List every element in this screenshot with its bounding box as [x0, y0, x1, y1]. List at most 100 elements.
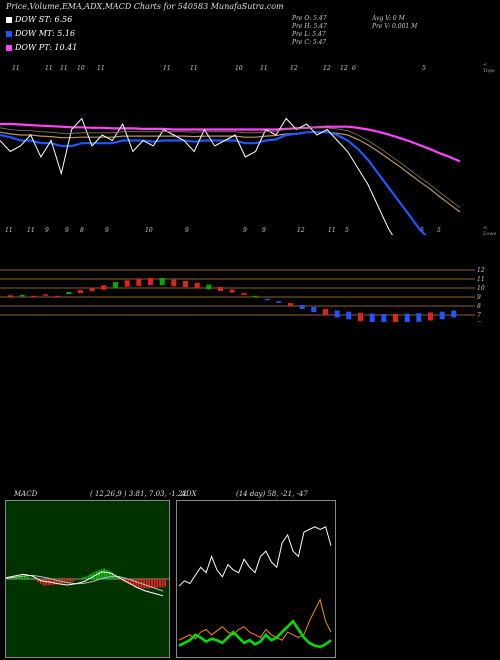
- volume-tick-label: 10: [477, 285, 485, 292]
- bottom-tick-label: 9: [185, 227, 189, 234]
- volume-bar: [101, 285, 107, 290]
- bottom-tick-label: 9: [45, 227, 49, 234]
- macd-histogram-bar: [66, 579, 69, 584]
- top-tick-label: 11: [45, 65, 53, 72]
- macd-histogram-bar: [31, 579, 34, 580]
- price-ema-chart: 11 11 11 10 11 11 11 10 11 12 12 12 6 5 11 11 9 9 8 9 10 9 9 9 1…: [0, 65, 461, 235]
- volume-bar: [439, 311, 445, 320]
- chart-title: Price,Volume,EMA,ADX,MACD Charts for 540…: [6, 2, 284, 11]
- volume-bar: [206, 284, 212, 290]
- volume-bar: [334, 310, 340, 318]
- stat-close: Pre C: 5.47: [292, 39, 327, 46]
- macd-histogram-bar: [145, 579, 148, 589]
- macd-histogram-bar: [161, 579, 164, 587]
- volume-bar: [428, 312, 433, 321]
- volume-bar: [288, 303, 293, 306]
- stat-avg-volume: Avg V: 0 M: [372, 15, 405, 22]
- stat-high: Pre H: 5.47: [292, 23, 327, 30]
- macd-histogram-bar: [119, 579, 122, 580]
- top-tick-label: 12: [323, 65, 331, 72]
- volume-bar: [358, 312, 363, 322]
- top-tick-label: 11: [260, 65, 268, 72]
- volume-bar: [124, 280, 130, 287]
- stat-volume: Pre V: 0.001 M: [372, 23, 418, 30]
- volume-bar: [54, 295, 60, 298]
- macd-histogram-bar: [137, 579, 140, 588]
- top-tick-label: 11: [190, 65, 198, 72]
- tops-label: < Tops: [483, 62, 495, 74]
- macd-histogram-bar: [45, 579, 47, 586]
- macd-histogram-bar: [87, 575, 90, 579]
- macd-line: [6, 571, 164, 597]
- top-tick-label: 12: [290, 65, 298, 72]
- volume-bar: [183, 280, 188, 288]
- top-tick-label: 11: [60, 65, 68, 72]
- volume-bar: [78, 290, 83, 293]
- macd-histogram-bar: [82, 577, 84, 579]
- macd-histogram-bar: [42, 579, 45, 586]
- macd-histogram-bar: [98, 570, 100, 579]
- volume-bar: [159, 277, 165, 286]
- macd-histogram-bar: [55, 579, 58, 585]
- volume-bar: [19, 294, 25, 297]
- macd-histogram-bar: [21, 576, 24, 579]
- adx-series-di: [178, 598, 332, 641]
- volume-bar: [404, 313, 410, 322]
- volume-bar: [393, 314, 398, 322]
- bottom-tick-label: 9: [262, 227, 266, 234]
- top-tick-label: 11: [163, 65, 171, 72]
- bottom-tick-label: 11: [27, 227, 35, 234]
- legend-dow-st: DOW ST: 6.56: [6, 15, 72, 24]
- bottom-tick-label: 8: [80, 227, 84, 234]
- macd-histogram-bar: [74, 579, 77, 581]
- macd-histogram-bar: [129, 579, 132, 585]
- volume-bar: [241, 293, 247, 295]
- top-tick-label: 5: [422, 65, 426, 72]
- bottom-tick-label: 11: [5, 227, 13, 234]
- macd-histogram-bar: [37, 579, 39, 582]
- macd-panel: [5, 500, 170, 658]
- macd-histogram-bar: [79, 578, 82, 580]
- top-tick-label: 11: [97, 65, 105, 72]
- volume-bar: [381, 314, 387, 322]
- bottom-tick-label: 9: [105, 227, 109, 234]
- volume-tick-label: 6: [477, 321, 481, 322]
- volume-bar: [89, 287, 95, 292]
- macd-histogram-bar: [153, 579, 156, 588]
- macd-histogram-bar: [18, 576, 21, 579]
- macd-histogram-bar: [148, 579, 151, 589]
- legend-dow-pt-label: DOW PT: 10.41: [15, 43, 78, 52]
- volume-bar: [148, 277, 153, 286]
- stat-low: Pre L: 5.47: [292, 31, 326, 38]
- series-price: [0, 117, 394, 235]
- lows-label: < Lows: [483, 225, 497, 237]
- macd-label: MACD: [14, 490, 38, 498]
- legend-swatch-blue: [6, 31, 12, 37]
- legend-dow-pt: DOW PT: 10.41: [6, 43, 77, 52]
- macd-histogram-bar: [71, 579, 74, 582]
- legend-swatch-magenta: [6, 45, 12, 51]
- macd-histogram-bar: [76, 579, 79, 580]
- volume-bar: [416, 313, 422, 322]
- volume-bar: [323, 308, 328, 316]
- macd-histogram-bar: [34, 579, 37, 581]
- bottom-tick-label: 12: [297, 227, 305, 234]
- macd-histogram-bar: [90, 573, 92, 579]
- volume-tick-label: 12: [477, 267, 485, 274]
- macd-params: ( 12,26,9 ) 3.81, 7.03, -1.22: [90, 490, 187, 498]
- volume-bar: [229, 289, 235, 293]
- macd-histogram-bar: [69, 579, 71, 583]
- macd-histogram-bar: [108, 571, 111, 579]
- adx-params: (14 day) 58, -21, -47: [236, 490, 308, 498]
- volume-tick-label: 9: [477, 294, 481, 301]
- macd-histogram-bar: [23, 576, 26, 579]
- top-tick-label: 10: [235, 65, 243, 72]
- volume-bar: [136, 279, 142, 286]
- adx-series-adx: [178, 619, 332, 649]
- series-ema-long: [0, 122, 461, 163]
- volume-histogram: 12 11 10 9 8 7 6: [0, 267, 485, 322]
- stat-open: Pre O: 5.47: [292, 15, 327, 22]
- volume-bar: [276, 301, 282, 303]
- macd-histogram-bar: [143, 579, 145, 589]
- macd-histogram-bar: [103, 568, 106, 579]
